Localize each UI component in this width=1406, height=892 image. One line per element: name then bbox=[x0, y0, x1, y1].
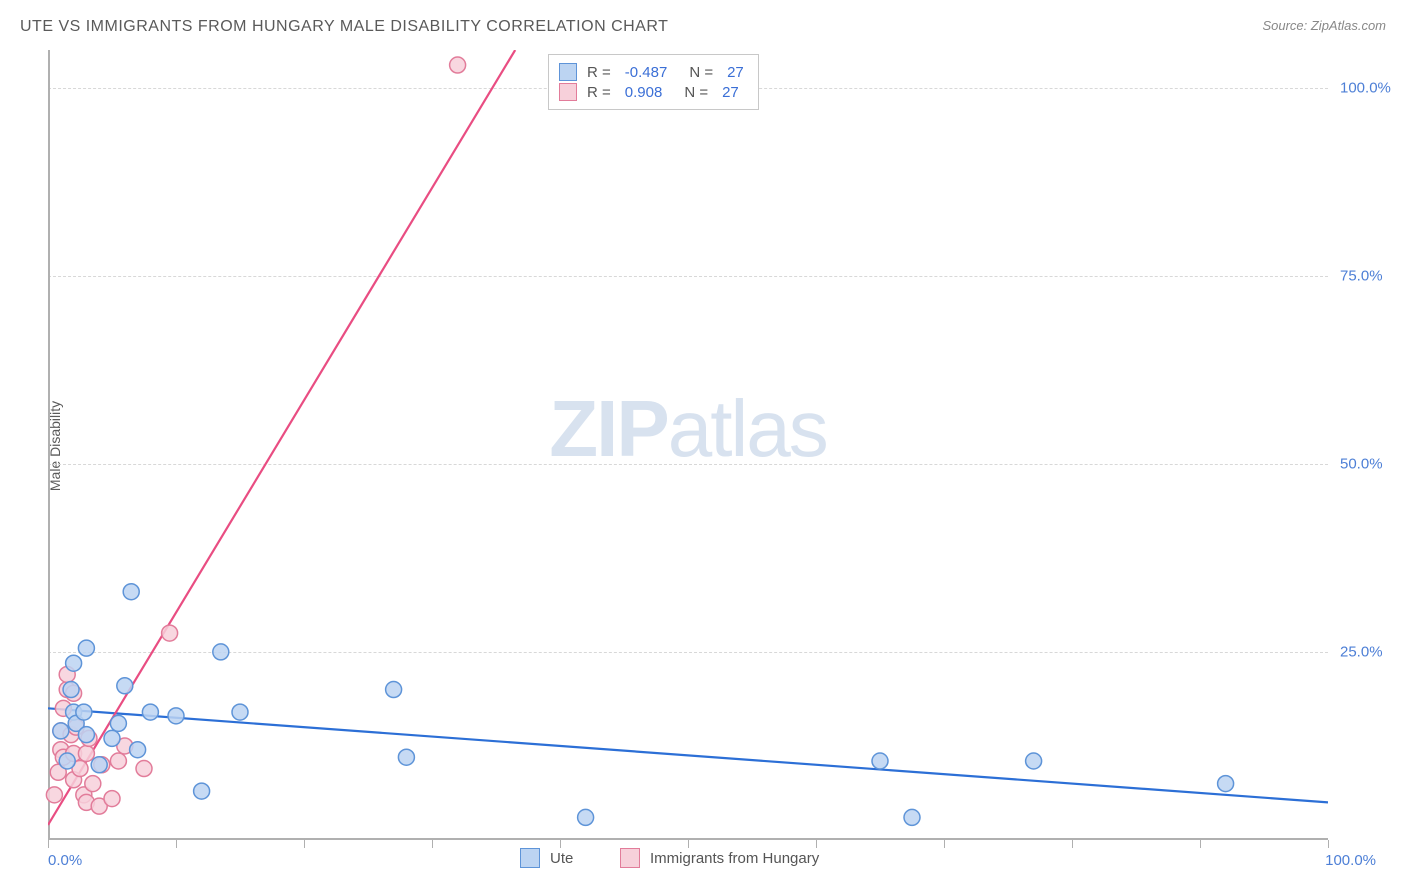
data-point bbox=[1218, 776, 1234, 792]
data-point bbox=[117, 678, 133, 694]
chart-title: UTE VS IMMIGRANTS FROM HUNGARY MALE DISA… bbox=[20, 18, 668, 36]
correlation-row-1: R = -0.487 N = 27 bbox=[559, 63, 744, 81]
x-tick bbox=[432, 840, 433, 848]
x-min-label: 0.0% bbox=[48, 852, 82, 869]
x-tick bbox=[48, 840, 49, 848]
data-point bbox=[104, 791, 120, 807]
data-point bbox=[130, 742, 146, 758]
data-point bbox=[213, 644, 229, 660]
source-attribution: Source: ZipAtlas.com bbox=[1262, 18, 1386, 33]
r-value-1: -0.487 bbox=[625, 64, 668, 81]
data-point bbox=[110, 753, 126, 769]
data-point bbox=[66, 655, 82, 671]
x-tick bbox=[304, 840, 305, 848]
r-label-2: R = bbox=[587, 84, 611, 101]
data-point bbox=[232, 704, 248, 720]
trend-line bbox=[48, 50, 515, 825]
r-label-1: R = bbox=[587, 64, 611, 81]
plot-area: ZIPatlas R = -0.487 N = 27 R = 0.908 N =… bbox=[48, 50, 1328, 840]
correlation-row-2: R = 0.908 N = 27 bbox=[559, 83, 744, 101]
legend-swatch-hungary bbox=[620, 848, 640, 868]
data-point bbox=[386, 682, 402, 698]
data-point bbox=[162, 625, 178, 641]
legend-hungary: Immigrants from Hungary bbox=[620, 848, 819, 868]
data-point bbox=[59, 753, 75, 769]
data-point bbox=[872, 753, 888, 769]
x-tick bbox=[1328, 840, 1329, 848]
x-tick bbox=[560, 840, 561, 848]
x-tick bbox=[816, 840, 817, 848]
legend-swatch-ute bbox=[520, 848, 540, 868]
data-point bbox=[63, 682, 79, 698]
y-tick-label: 75.0% bbox=[1340, 267, 1383, 284]
legend-ute: Ute bbox=[520, 848, 573, 868]
data-point bbox=[450, 57, 466, 73]
data-point bbox=[136, 761, 152, 777]
data-point bbox=[53, 723, 69, 739]
data-point bbox=[78, 745, 94, 761]
y-tick-label: 50.0% bbox=[1340, 455, 1383, 472]
data-point bbox=[578, 809, 594, 825]
r-value-2: 0.908 bbox=[625, 84, 663, 101]
x-tick bbox=[1200, 840, 1201, 848]
y-tick-label: 100.0% bbox=[1340, 79, 1391, 96]
n-label-1: N = bbox=[689, 64, 713, 81]
swatch-hungary bbox=[559, 83, 577, 101]
x-max-label: 100.0% bbox=[1325, 852, 1376, 869]
data-point bbox=[142, 704, 158, 720]
data-point bbox=[110, 715, 126, 731]
data-point bbox=[78, 727, 94, 743]
x-tick bbox=[176, 840, 177, 848]
data-point bbox=[168, 708, 184, 724]
y-tick-label: 25.0% bbox=[1340, 643, 1383, 660]
x-tick bbox=[688, 840, 689, 848]
data-point bbox=[78, 640, 94, 656]
n-value-1: 27 bbox=[727, 64, 744, 81]
x-tick bbox=[1072, 840, 1073, 848]
data-point bbox=[76, 704, 92, 720]
swatch-ute bbox=[559, 63, 577, 81]
data-point bbox=[194, 783, 210, 799]
n-value-2: 27 bbox=[722, 84, 739, 101]
legend-label-ute: Ute bbox=[550, 850, 573, 867]
data-point bbox=[904, 809, 920, 825]
data-point bbox=[46, 787, 62, 803]
x-tick bbox=[944, 840, 945, 848]
correlation-legend: R = -0.487 N = 27 R = 0.908 N = 27 bbox=[548, 54, 759, 110]
scatter-chart bbox=[48, 50, 1328, 840]
trend-line bbox=[48, 708, 1328, 802]
n-label-2: N = bbox=[684, 84, 708, 101]
data-point bbox=[85, 776, 101, 792]
data-point bbox=[1026, 753, 1042, 769]
legend-label-hungary: Immigrants from Hungary bbox=[650, 850, 819, 867]
data-point bbox=[91, 757, 107, 773]
data-point bbox=[104, 730, 120, 746]
data-point bbox=[123, 584, 139, 600]
data-point bbox=[398, 749, 414, 765]
